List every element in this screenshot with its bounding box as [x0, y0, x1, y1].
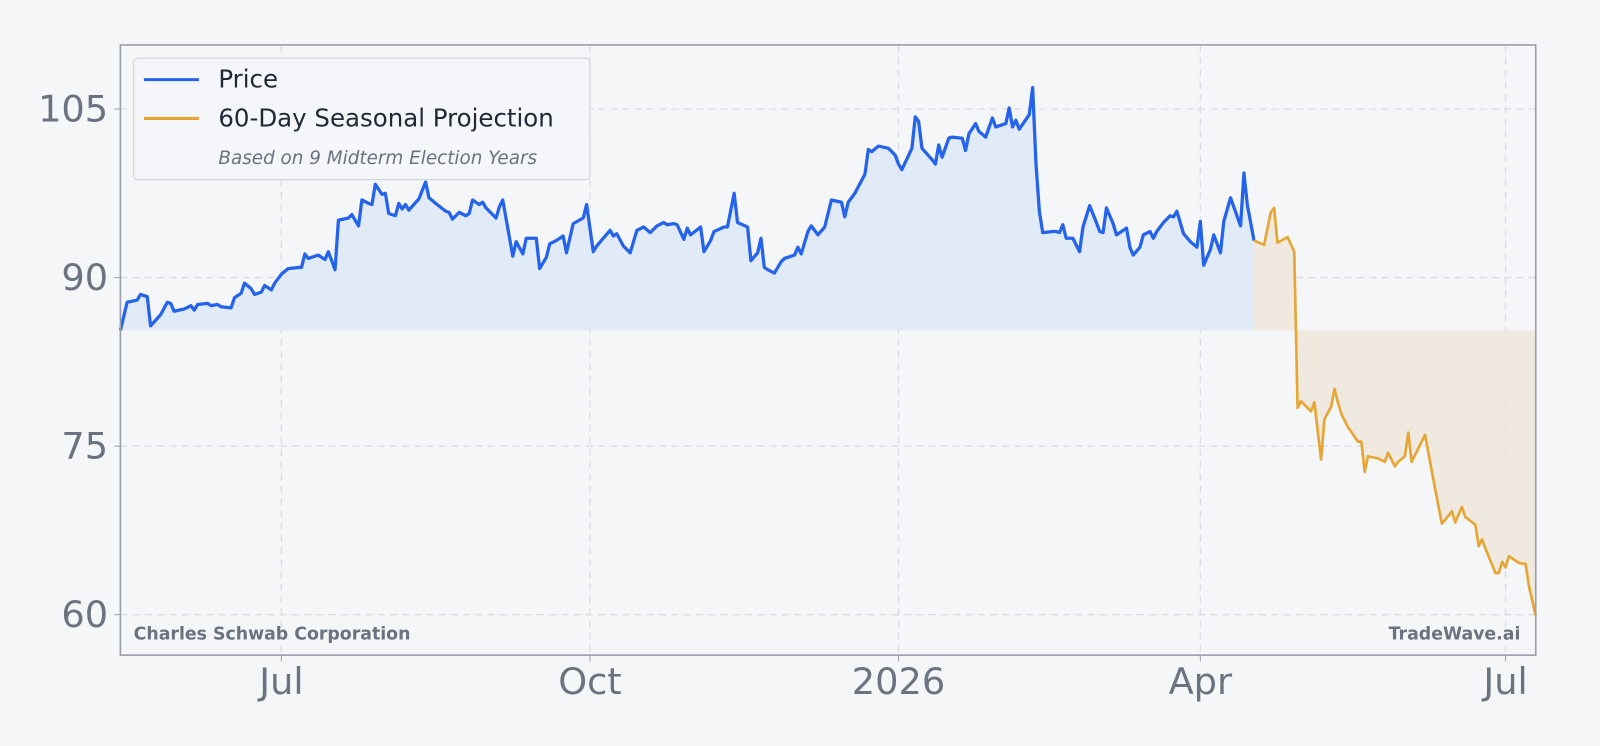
y-tick-label: 75	[61, 425, 108, 468]
plot-frame	[119, 44, 1537, 656]
area-fill	[120, 87, 1254, 331]
x-tick-label: Apr	[1169, 660, 1233, 703]
x-tick-label: 2026	[852, 660, 945, 703]
x-tick-label: Oct	[558, 660, 622, 703]
legend-label: 60-Day Seasonal Projection	[218, 103, 553, 132]
series-line	[1253, 206, 1538, 617]
company-name: Charles Schwab Corporation	[134, 625, 411, 645]
x-tick-label: Jul	[257, 660, 303, 703]
x-tick-label: Jul	[1481, 660, 1527, 703]
watermark: TradeWave.ai	[1389, 625, 1521, 645]
legend-note: Based on 9 Midterm Election Years	[218, 148, 537, 169]
y-tick-label: 90	[61, 256, 108, 299]
legend-label: Price	[218, 65, 278, 94]
series-line	[118, 86, 1256, 331]
legend-box	[133, 57, 591, 181]
lines	[118, 86, 1538, 617]
y-tick-label: 60	[61, 593, 108, 636]
legend: Price 60-Day Seasonal Projection Based o…	[133, 57, 591, 181]
ticks: 60 75 90 105 Jul Oct 2026 Apr Jul	[38, 88, 1528, 704]
y-tick-label: 105	[38, 88, 108, 131]
